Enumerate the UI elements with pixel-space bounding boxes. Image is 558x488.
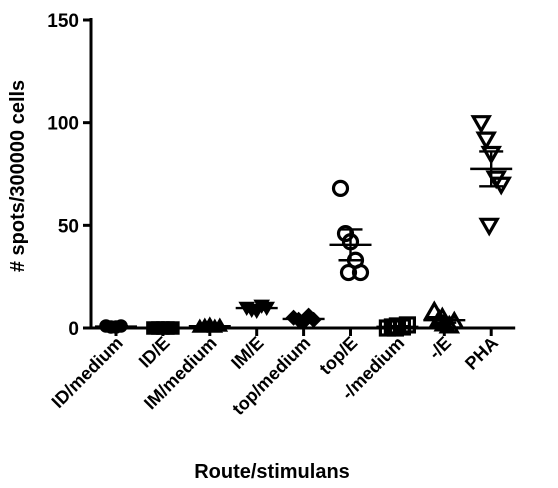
y-tick-label: 0 bbox=[68, 319, 79, 340]
x-tick-label: IM/E bbox=[227, 333, 267, 373]
y-tick-label: 150 bbox=[47, 11, 79, 32]
data-point bbox=[470, 115, 492, 134]
y-ticks: 0 50 100 150 bbox=[47, 11, 91, 340]
data-point bbox=[398, 316, 416, 334]
data-marks bbox=[99, 115, 512, 337]
y-axis-title: # spots/300000 cells bbox=[7, 80, 29, 272]
data-point bbox=[480, 145, 502, 165]
x-axis-title: Route/stimulans bbox=[194, 461, 350, 483]
data-point bbox=[339, 263, 358, 282]
x-tick-label: ID/medium bbox=[48, 333, 127, 412]
data-point bbox=[351, 263, 370, 282]
axes bbox=[89, 18, 516, 330]
y-tick-label: 50 bbox=[58, 216, 79, 237]
data-point bbox=[475, 131, 497, 151]
x-tick-label: PHA bbox=[461, 333, 502, 374]
x-tick-label: -/E bbox=[425, 333, 455, 363]
y-tick-label: 100 bbox=[47, 114, 79, 135]
data-point bbox=[331, 179, 350, 197]
x-tick-label: ID/E bbox=[135, 333, 174, 372]
mean-sem-bars bbox=[95, 150, 513, 330]
data-point bbox=[478, 217, 500, 237]
